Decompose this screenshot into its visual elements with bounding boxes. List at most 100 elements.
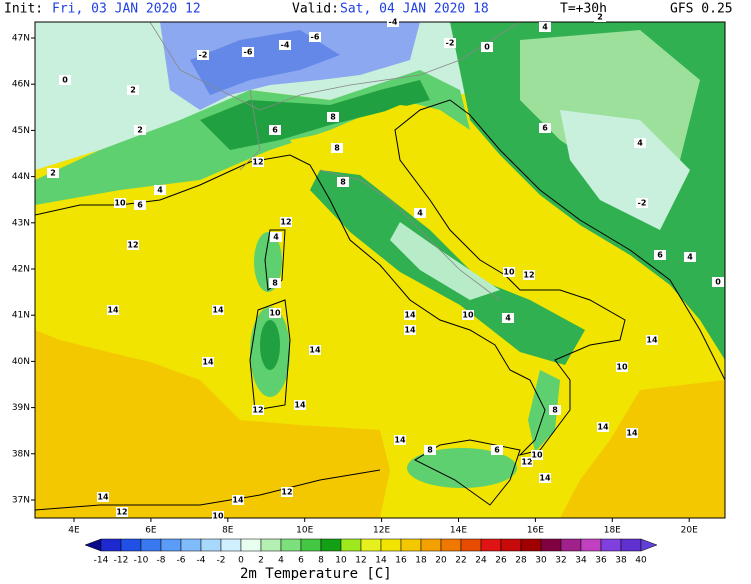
contour-label: 10 — [531, 451, 543, 460]
colorbar-label: 8 — [318, 556, 324, 566]
colorbar-label: 38 — [615, 556, 627, 566]
label-box — [309, 345, 321, 355]
label-box — [47, 168, 59, 178]
colorbar-swatch — [580, 538, 602, 552]
label-box — [337, 177, 349, 187]
label-box — [684, 252, 696, 262]
colorbar-label: -8 — [157, 556, 166, 566]
contour-label: -4 — [389, 18, 398, 27]
label-box — [134, 200, 146, 210]
lon-label: 8E — [222, 526, 234, 536]
contour-label: 14 — [202, 358, 214, 367]
colorbar-label: 20 — [435, 556, 447, 566]
contour-label: 14 — [294, 401, 306, 410]
contour-label: 0 — [715, 278, 721, 287]
colorbar-left-arrow — [84, 538, 102, 552]
contour-label: 4 — [542, 23, 548, 32]
contour-label: 12 — [281, 488, 292, 497]
label-box — [503, 267, 515, 277]
colorbar-swatch — [380, 538, 402, 552]
lat-label: 37N — [12, 496, 30, 506]
lon-label: 14E — [450, 526, 467, 536]
label-box — [269, 278, 281, 288]
contour-label: 14 — [404, 326, 416, 335]
colorbar-swatch — [540, 538, 562, 552]
contour-label: 10 — [462, 311, 474, 320]
contour-label: 12 — [252, 406, 263, 415]
label-box — [539, 22, 551, 32]
contour-label: 12 — [521, 458, 532, 467]
contour-label: -2 — [446, 39, 455, 48]
colorbar-swatch — [280, 538, 302, 552]
contour-label: 14 — [232, 496, 244, 505]
contour-label: -6 — [311, 33, 320, 42]
contour-label: 14 — [394, 436, 406, 445]
contour-label: 6 — [272, 126, 278, 135]
contour-label: 4 — [157, 186, 163, 195]
lat-label: 45N — [12, 126, 30, 136]
lon-label: 4E — [68, 526, 80, 536]
lon-label: 10E — [296, 526, 313, 536]
lat-label: 47N — [12, 34, 30, 44]
colorbar-title: 2m Temperature [C] — [240, 566, 392, 580]
contour-label: 12 — [116, 508, 127, 517]
contour-label: 10 — [114, 199, 126, 208]
contour-label: 2 — [597, 13, 603, 22]
lon-label: 20E — [681, 526, 698, 536]
model-name: GFS 0.25 — [670, 2, 733, 17]
contour-label: 10 — [616, 363, 628, 372]
label-box — [626, 428, 638, 438]
colorbar: -14 -12 -10 -8 -6 -4 -2 0 2 4 6 8 10 12 14 16 18 20 22 24 26… — [84, 538, 658, 566]
lat-label: 43N — [12, 218, 30, 228]
lat-label: 46N — [12, 80, 30, 90]
contour-label: 14 — [97, 493, 109, 502]
contour-label: 0 — [484, 43, 490, 52]
label-box — [616, 362, 628, 372]
label-box — [539, 123, 551, 133]
lon-label: 18E — [604, 526, 621, 536]
contour-label: 6 — [542, 124, 548, 133]
label-box — [252, 157, 264, 167]
colorbar-label: 36 — [595, 556, 607, 566]
label-box — [107, 305, 119, 315]
contour-label: 8 — [340, 178, 346, 187]
label-box — [252, 405, 264, 415]
label-box — [280, 217, 292, 227]
colorbar-label: 24 — [475, 556, 487, 566]
colorbar-label: -4 — [197, 556, 206, 566]
label-box — [521, 457, 533, 467]
colorbar-label: -12 — [114, 556, 129, 566]
init-value: Fri, 03 JAN 2020 12 — [52, 2, 201, 17]
colorbar-label: 28 — [515, 556, 527, 566]
label-box — [309, 32, 321, 42]
valid-label: Valid: — [292, 2, 339, 17]
colorbar-swatch — [160, 538, 182, 552]
label-box — [134, 125, 146, 135]
colorbar-right-arrow — [640, 538, 658, 552]
colorbar-swatch — [620, 538, 642, 552]
lon-label: 16E — [527, 526, 544, 536]
label-box — [232, 495, 244, 505]
label-box — [331, 143, 343, 153]
colorbar-label: 26 — [495, 556, 507, 566]
label-box — [269, 125, 281, 135]
contour-label: 6 — [137, 201, 143, 210]
colorbar-swatch — [460, 538, 482, 552]
colorbar-label: 4 — [278, 556, 284, 566]
lat-label: 40N — [12, 357, 30, 367]
label-box — [212, 305, 224, 315]
colorbar-swatch — [100, 538, 122, 552]
colorbar-label: 32 — [555, 556, 566, 566]
label-box — [154, 185, 166, 195]
contour-label: 4 — [687, 253, 693, 262]
contour-label: 8 — [427, 446, 433, 455]
label-box — [387, 17, 399, 27]
label-box — [646, 335, 658, 345]
colorbar-swatch — [500, 538, 522, 552]
label-box — [212, 511, 224, 521]
lat-label: 41N — [12, 311, 30, 321]
colorbar-swatch — [400, 538, 422, 552]
colorbar-label: 40 — [635, 556, 647, 566]
label-box — [269, 308, 281, 318]
colorbar-label: 2 — [258, 556, 264, 566]
